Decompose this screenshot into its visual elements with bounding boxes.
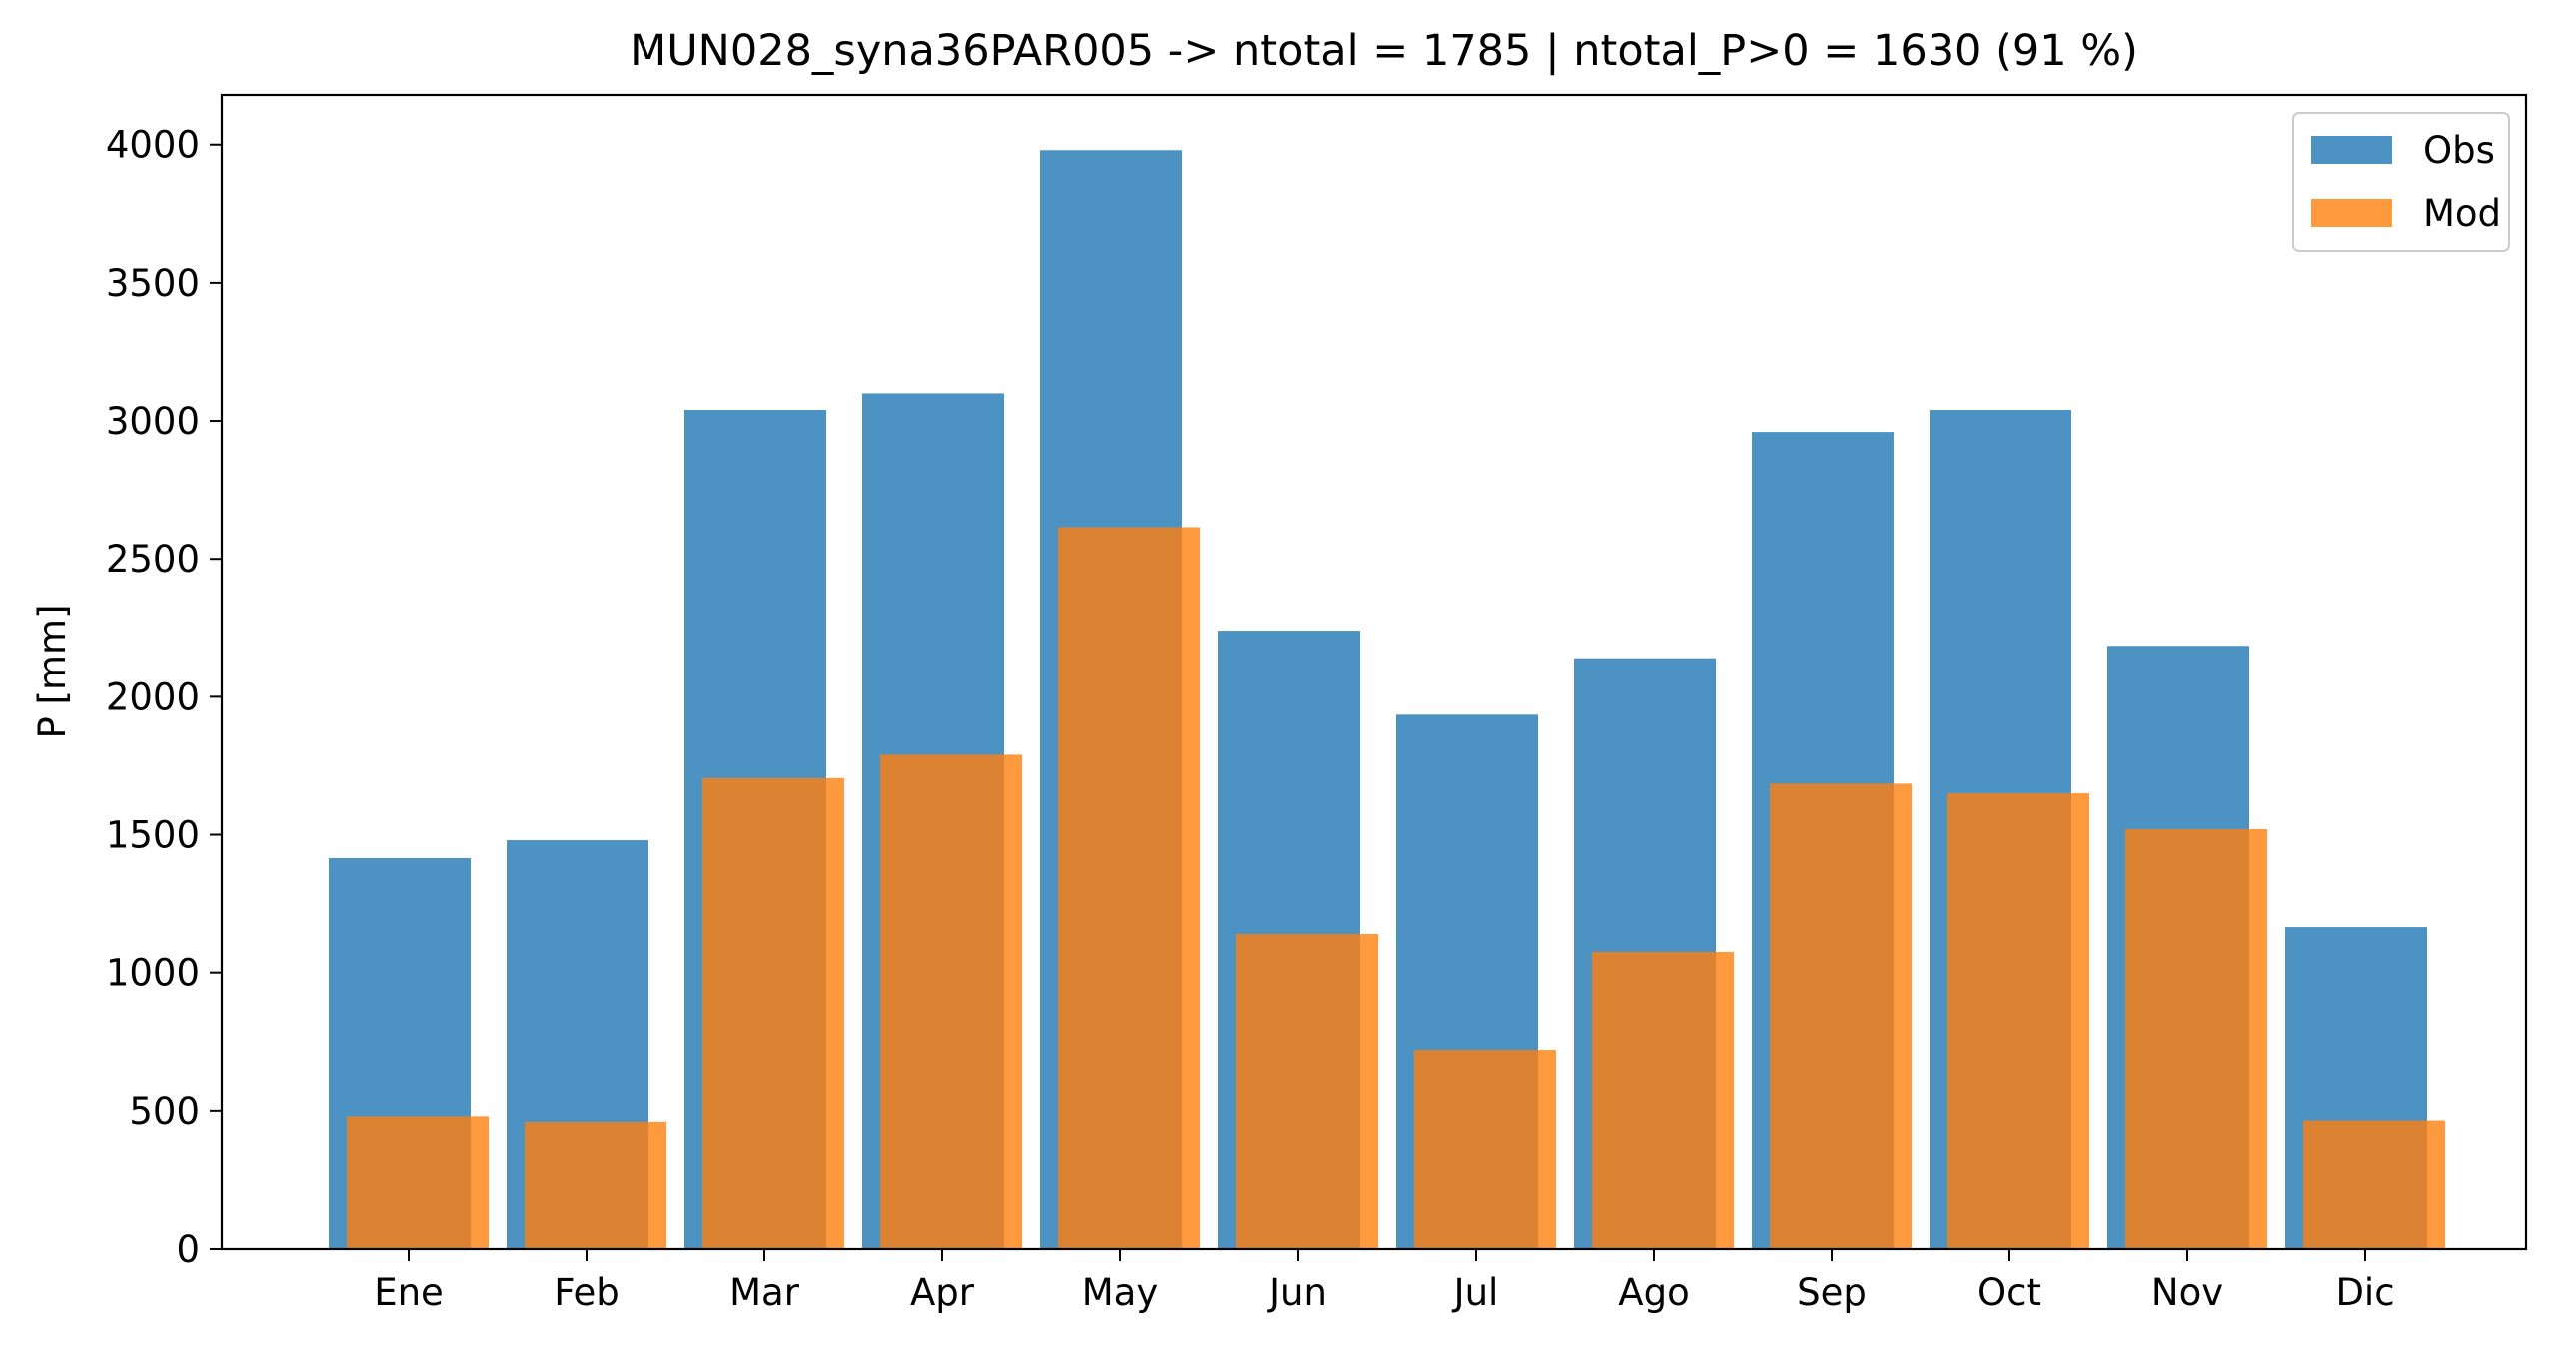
x-tick-label-apr: Apr [910,1271,975,1314]
x-tick-label-nov: Nov [2151,1271,2223,1314]
y-tick-label-1500: 1500 [106,814,200,857]
legend-swatch-obs [2311,136,2392,164]
legend-label-obs: Obs [2423,129,2495,172]
bar-mod-oct [1947,793,2089,1249]
bar-mod-mar [702,777,844,1249]
legend-swatch-mod [2311,199,2392,227]
x-tick-label-oct: Oct [1977,1271,2041,1314]
bar-mod-ago [1592,951,1734,1249]
x-tick-label-dic: Dic [2335,1271,2394,1314]
y-tick-label-500: 500 [129,1090,200,1133]
y-axis-label: P [mm] [31,604,74,738]
mod-bars [347,527,2445,1249]
bar-mod-ene [347,1116,489,1249]
x-axis-ticks: Ene Feb Mar Apr May Jun Jul Ago Sep Oct Nov Dic [374,1249,2395,1314]
bar-mod-apr [880,754,1022,1249]
y-tick-label-3500: 3500 [106,262,200,305]
x-tick-label-feb: Feb [554,1271,620,1314]
bar-mod-nov [2125,829,2267,1249]
x-tick-label-mar: Mar [729,1271,800,1314]
x-tick-label-ene: Ene [374,1271,444,1314]
bar-mod-feb [525,1121,666,1249]
x-tick-label-ago: Ago [1618,1271,1689,1314]
chart-title: MUN028_syna36PAR005 -> ntotal = 1785 | n… [630,26,2138,76]
plot-frame [220,93,2528,1251]
y-tick-label-2500: 2500 [106,538,200,581]
x-tick-label-jun: Jun [1267,1271,1327,1314]
legend-label-mod: Mod [2423,192,2501,235]
bar-mod-dic [2303,1120,2445,1249]
y-tick-label-3000: 3000 [106,400,200,443]
y-axis-ticks: 0 500 1000 1500 2000 2500 3000 3500 4000 [106,124,222,1271]
x-tick-label-may: May [1082,1271,1159,1314]
bar-mod-sep [1770,783,1912,1249]
x-tick-label-sep: Sep [1797,1271,1867,1314]
bar-mod-may [1058,527,1200,1249]
y-tick-label-4000: 4000 [106,124,200,167]
y-tick-label-2000: 2000 [106,675,200,718]
y-tick-label-1000: 1000 [106,952,200,995]
bar-mod-jun [1236,934,1378,1249]
legend: Obs Mod [2292,112,2510,252]
y-tick-label-0: 0 [176,1228,200,1271]
x-tick-label-jul: Jul [1452,1271,1499,1314]
bar-mod-jul [1414,1050,1556,1249]
